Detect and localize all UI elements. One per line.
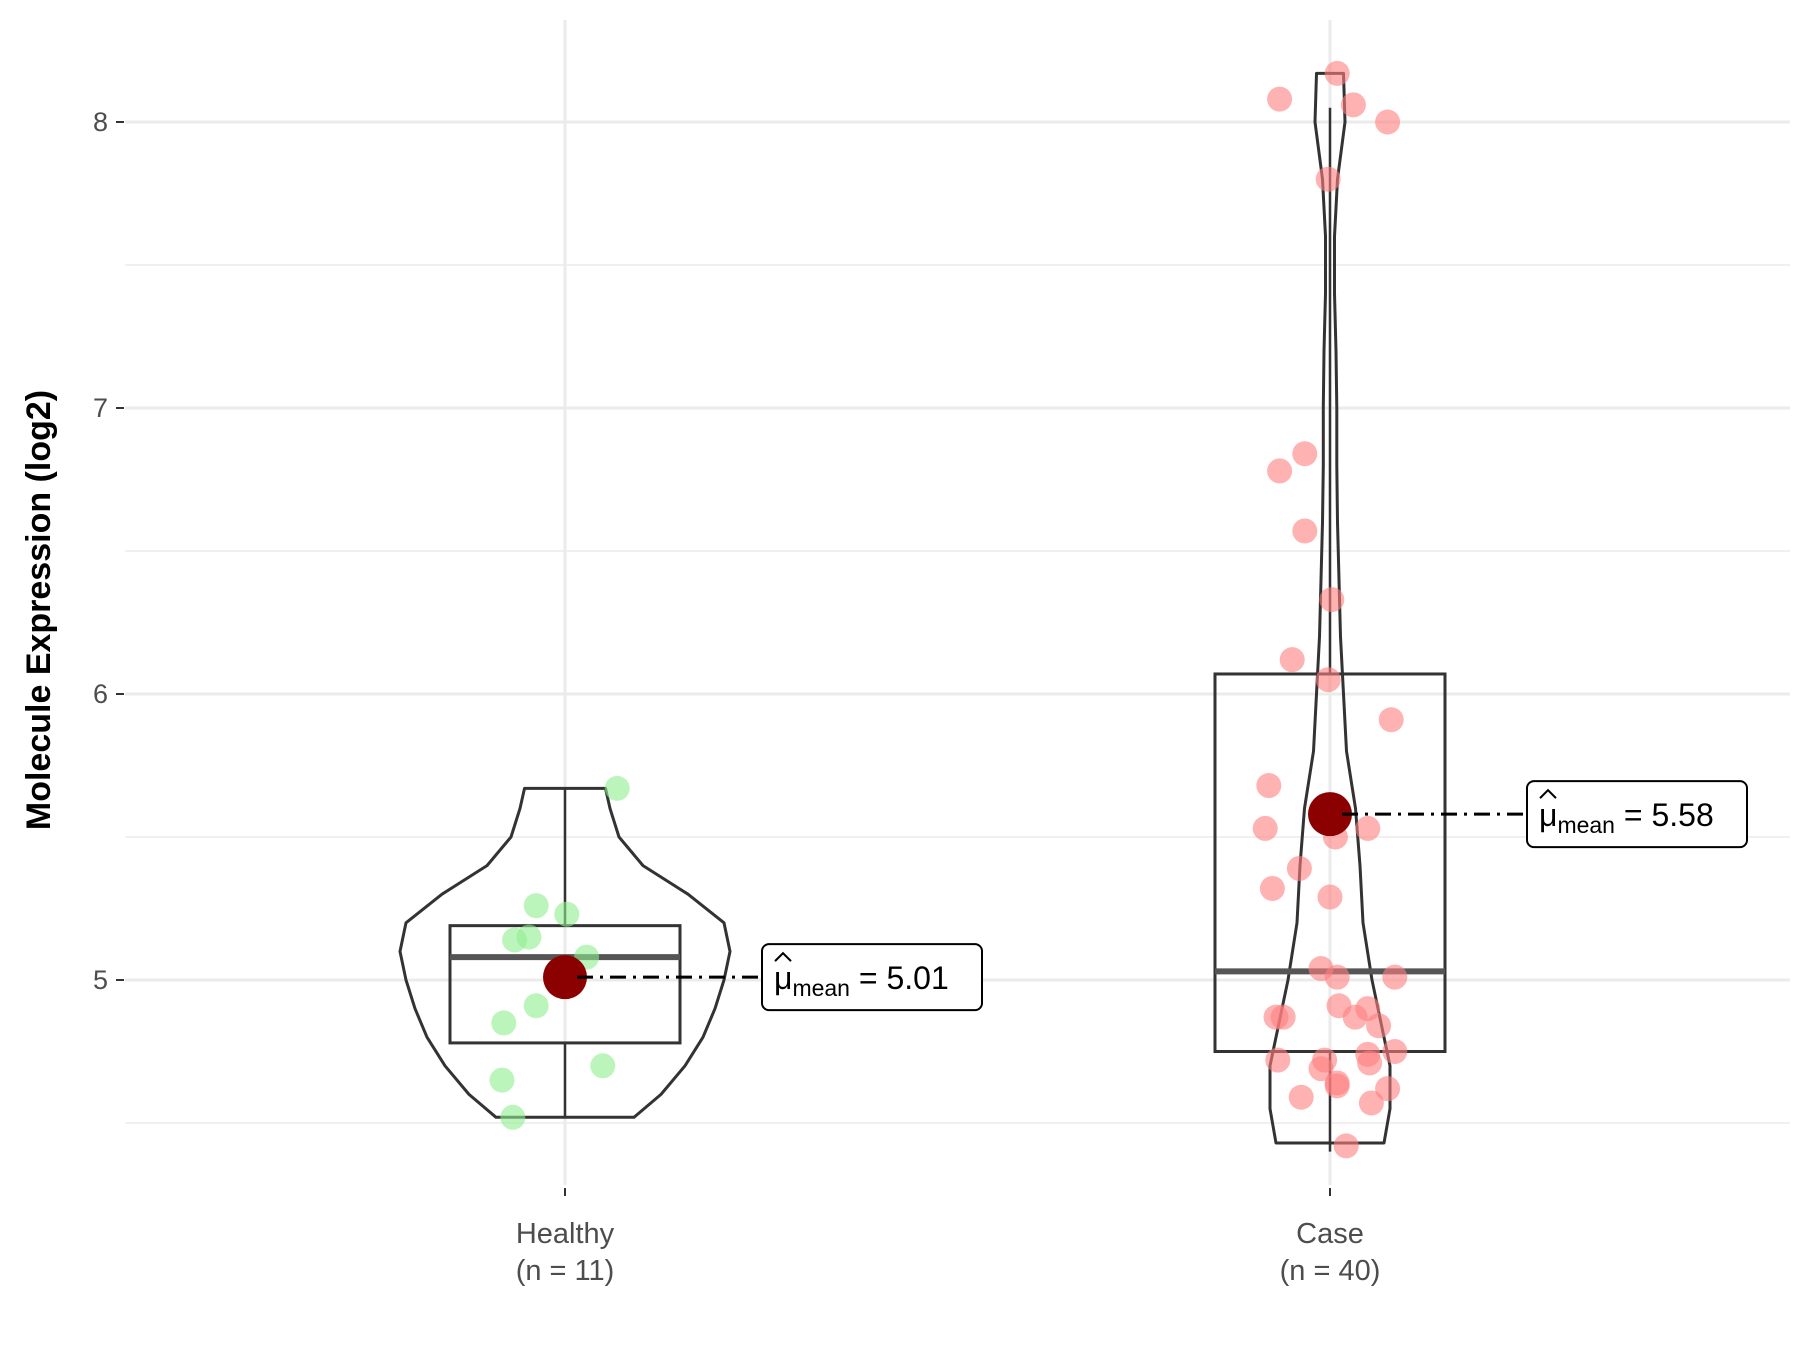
hat-icon (774, 951, 792, 962)
data-point (523, 993, 549, 1019)
data-point (1357, 1050, 1383, 1076)
data-point (1382, 1039, 1408, 1064)
data-point (1267, 458, 1293, 484)
data-point (1378, 707, 1404, 733)
data-point (590, 1053, 616, 1079)
data-point (489, 1067, 515, 1093)
mean-label: μmean = 5.01 (774, 960, 949, 1001)
x-axis: Healthy (n = 11) Case (n = 40) (516, 1188, 1381, 1287)
data-point (1340, 92, 1366, 118)
data-point (1324, 60, 1350, 86)
group-healthy: μmean = 5.01 (398, 775, 983, 1130)
data-point (604, 775, 630, 801)
data-point (1259, 875, 1285, 901)
data-point (1292, 518, 1318, 544)
data-point (1263, 1004, 1289, 1030)
data-point (1366, 1013, 1392, 1039)
x-tick-label: Case (1296, 1218, 1364, 1250)
data-point (516, 924, 542, 950)
violin (398, 786, 732, 1119)
data-point (1342, 1004, 1368, 1030)
chart-groups: μmean = 5.01 μmean = 5.58 (398, 60, 1748, 1159)
y-axis-label: Molecule Expression (log2) (20, 390, 58, 830)
data-point (1288, 1084, 1314, 1110)
data-point (1317, 884, 1343, 910)
x-tick-label-n: (n = 40) (1280, 1255, 1381, 1287)
data-point (1315, 667, 1341, 693)
y-tick-label: 5 (93, 965, 108, 995)
data-point (1256, 773, 1282, 799)
data-point (1324, 1073, 1350, 1099)
group-case: μmean = 5.58 (1213, 60, 1748, 1159)
data-point (1324, 964, 1350, 990)
data-point (554, 901, 580, 927)
data-point (1292, 441, 1318, 467)
x-tick-label-n: (n = 11) (516, 1255, 615, 1287)
y-tick-label: 7 (93, 393, 108, 423)
data-point (523, 893, 549, 919)
data-point (1375, 1076, 1401, 1102)
y-tick-label: 6 (93, 679, 108, 709)
y-tick-label: 8 (93, 107, 108, 137)
x-tick-label: Healthy (516, 1218, 615, 1250)
data-point (1279, 647, 1305, 673)
mean-label-box (761, 943, 983, 1012)
y-axis: 5 6 7 8 (93, 107, 124, 995)
mean-label-box (1526, 780, 1748, 849)
data-point (1286, 855, 1312, 881)
data-point (500, 1104, 526, 1130)
data-point (491, 1010, 517, 1036)
mean-point (543, 955, 587, 1000)
data-point (1315, 166, 1341, 192)
data-point (1308, 1056, 1334, 1082)
hat-icon (1539, 788, 1557, 799)
mean-point (1308, 792, 1352, 837)
data-point (1375, 109, 1401, 135)
data-point (1333, 1133, 1359, 1159)
data-point (1252, 815, 1278, 841)
data-point (1267, 86, 1293, 112)
data-point (1355, 815, 1381, 841)
mean-label: μmean = 5.58 (1539, 797, 1714, 838)
data-point (1319, 587, 1345, 613)
data-point (1265, 1047, 1291, 1073)
data-point (1358, 1090, 1384, 1116)
data-point (1382, 964, 1408, 990)
